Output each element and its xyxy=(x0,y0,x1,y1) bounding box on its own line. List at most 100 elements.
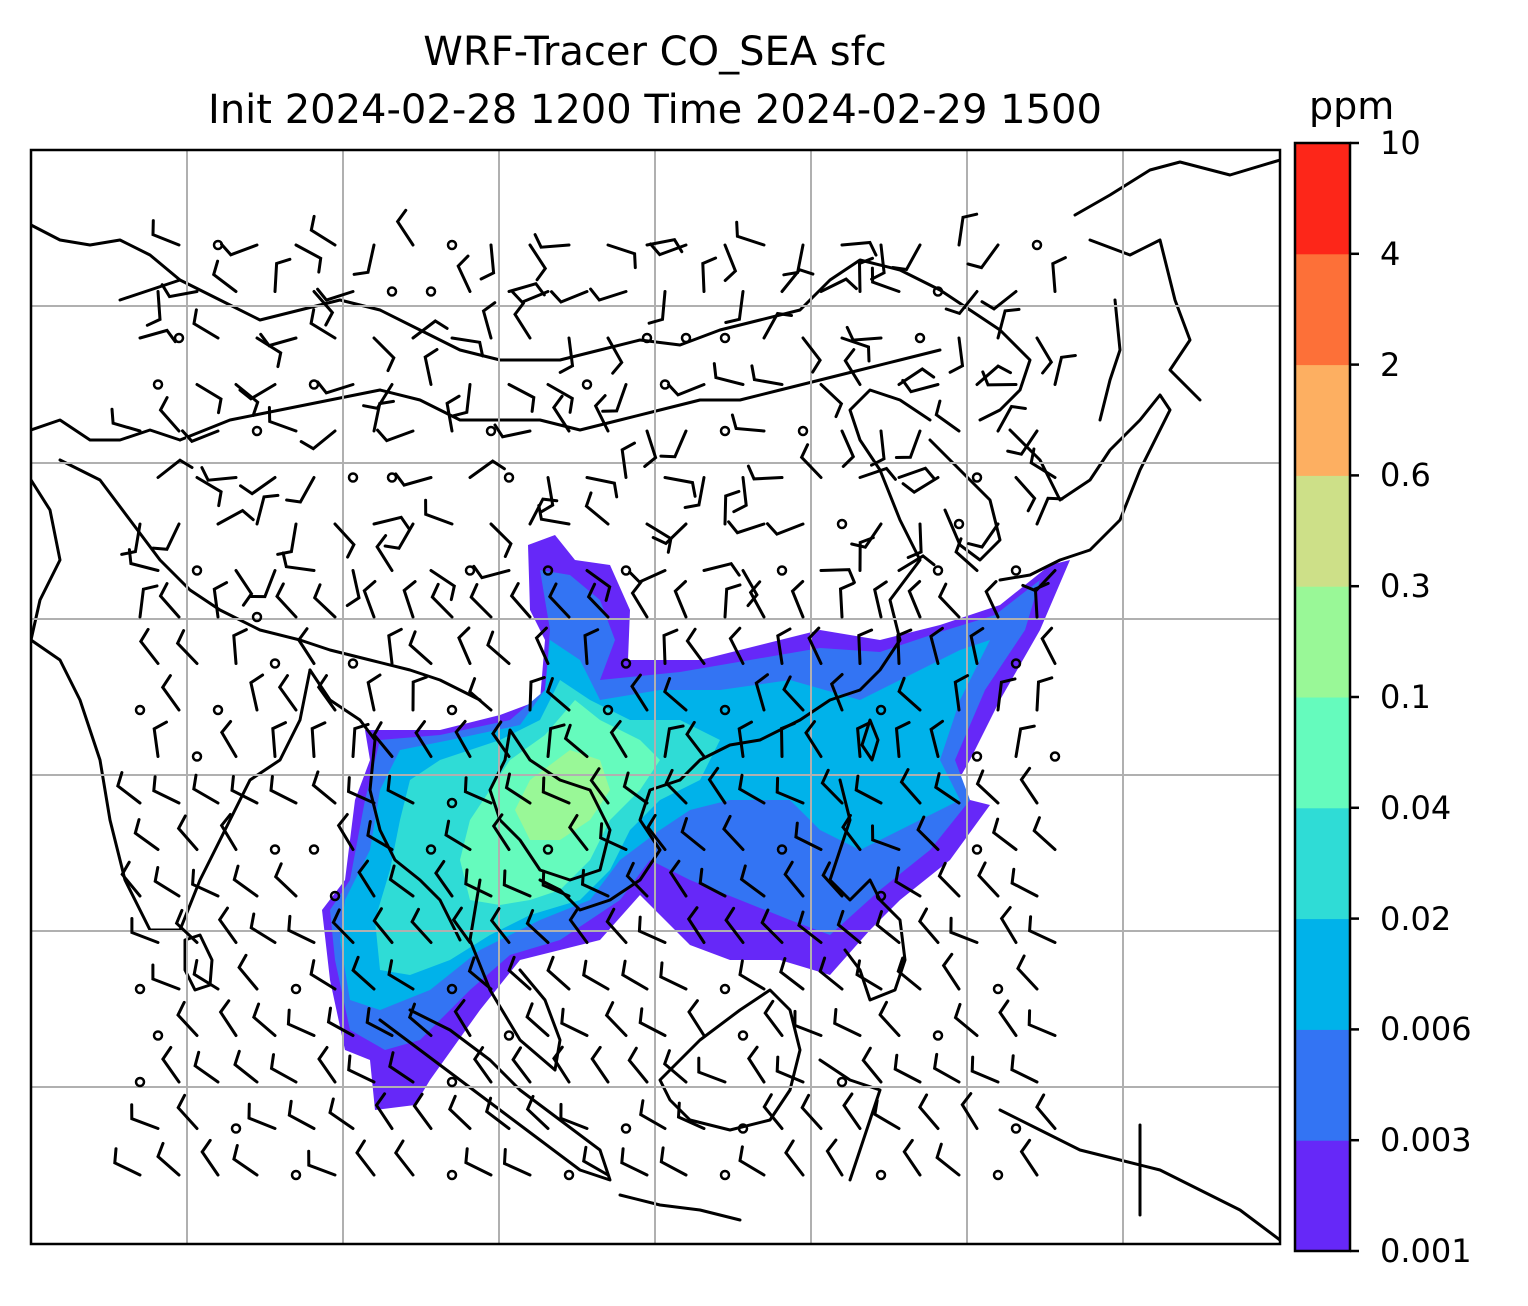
wind-barb xyxy=(902,1138,922,1177)
wind-barb xyxy=(673,580,688,619)
wind-barb xyxy=(870,429,886,467)
wind-barb xyxy=(493,423,532,439)
colorbar-segment xyxy=(1295,586,1350,698)
calm-wind-marker xyxy=(719,983,731,995)
wind-barb xyxy=(784,1139,805,1177)
wind-barb xyxy=(819,568,856,584)
wind-barb xyxy=(840,336,871,363)
wind-barb xyxy=(366,673,382,712)
wind-barb xyxy=(276,522,298,556)
wind-barb xyxy=(195,476,223,508)
calm-wind-marker xyxy=(620,1123,632,1134)
calm-wind-marker xyxy=(464,565,476,576)
wind-barb xyxy=(996,307,1021,340)
wind-barb xyxy=(960,1092,979,1130)
wind-barb xyxy=(559,1102,589,1130)
wind-barb xyxy=(212,581,229,619)
wind-barb xyxy=(917,1093,940,1130)
wind-barb xyxy=(316,674,337,712)
wind-barb xyxy=(601,383,628,413)
wind-barb xyxy=(901,476,940,495)
wind-barb xyxy=(1027,1009,1057,1037)
wind-barb xyxy=(450,336,485,358)
wind-barb xyxy=(969,627,985,665)
colorbar-tick-label: 2 xyxy=(1380,345,1401,384)
wind-barb xyxy=(448,1094,472,1130)
wind-barb xyxy=(546,955,571,991)
wind-barb xyxy=(779,957,805,991)
wind-barb xyxy=(552,1045,571,1084)
wind-barb xyxy=(220,242,259,257)
wind-barb xyxy=(585,476,619,499)
wind-barb xyxy=(309,214,337,247)
wind-barb xyxy=(275,582,298,619)
wind-barb xyxy=(489,522,513,558)
wind-barb xyxy=(620,1147,649,1177)
calm-wind-marker xyxy=(620,658,632,669)
wind-barb xyxy=(836,909,862,944)
wind-barb xyxy=(899,768,922,805)
wind-barb xyxy=(326,1006,355,1037)
wind-barb xyxy=(145,290,162,327)
wind-barb xyxy=(724,290,745,324)
wind-barb xyxy=(120,860,142,898)
wind-barb xyxy=(621,959,649,991)
wind-barb xyxy=(375,534,394,572)
wind-barb xyxy=(639,1099,667,1130)
wind-barb xyxy=(604,1001,628,1037)
wind-barb xyxy=(407,1002,433,1037)
wind-barb xyxy=(606,243,637,270)
wind-barb xyxy=(120,522,142,556)
wind-barb xyxy=(723,489,741,526)
colorbar-tick-label: 10 xyxy=(1380,124,1421,162)
wind-barb xyxy=(855,959,883,991)
wind-barb xyxy=(192,773,220,805)
wind-barb xyxy=(797,910,823,944)
wind-barb xyxy=(464,1147,493,1177)
wind-barb xyxy=(408,630,433,665)
wind-barb xyxy=(331,908,355,944)
wind-barb xyxy=(195,383,223,415)
colorbar-segment xyxy=(1295,1029,1350,1141)
wind-barb xyxy=(424,498,454,526)
wind-barb xyxy=(230,775,259,805)
wind-barb xyxy=(935,1142,961,1177)
wind-barb xyxy=(181,429,220,444)
wind-barb xyxy=(662,628,679,665)
wind-barb xyxy=(723,583,742,619)
wind-barb xyxy=(345,569,361,607)
wind-barb xyxy=(842,1092,862,1130)
wind-barb xyxy=(645,522,673,554)
wind-barb xyxy=(790,580,805,619)
wind-barb xyxy=(875,910,901,944)
wind-barb xyxy=(160,283,199,299)
wind-barb xyxy=(929,626,944,665)
wind-barb xyxy=(821,861,844,898)
calm-wind-marker xyxy=(875,1169,887,1181)
wind-barb xyxy=(451,906,472,944)
wind-barb xyxy=(1032,816,1057,851)
wind-barb xyxy=(539,476,555,514)
wind-barbs xyxy=(110,208,1077,1181)
wind-barb xyxy=(762,311,793,340)
wind-barb xyxy=(622,771,649,805)
calm-wind-marker xyxy=(212,704,224,716)
wind-barb xyxy=(664,768,688,805)
wind-barb xyxy=(156,1141,181,1177)
wind-barb xyxy=(294,243,323,274)
wind-barb xyxy=(819,277,858,293)
calm-wind-marker xyxy=(1010,658,1022,669)
wind-barb xyxy=(1035,1093,1057,1130)
wind-barb xyxy=(944,290,979,316)
calm-wind-marker xyxy=(425,286,437,297)
wind-barb xyxy=(310,721,327,758)
calm-wind-marker xyxy=(776,844,788,855)
calm-wind-marker xyxy=(797,425,809,437)
wind-barb xyxy=(192,959,220,991)
calm-wind-marker xyxy=(347,472,359,483)
wind-barb xyxy=(932,1052,961,1084)
wind-barb xyxy=(547,582,571,619)
wind-barb xyxy=(584,491,610,526)
wind-barb xyxy=(966,522,1000,549)
wind-barb xyxy=(234,569,254,607)
